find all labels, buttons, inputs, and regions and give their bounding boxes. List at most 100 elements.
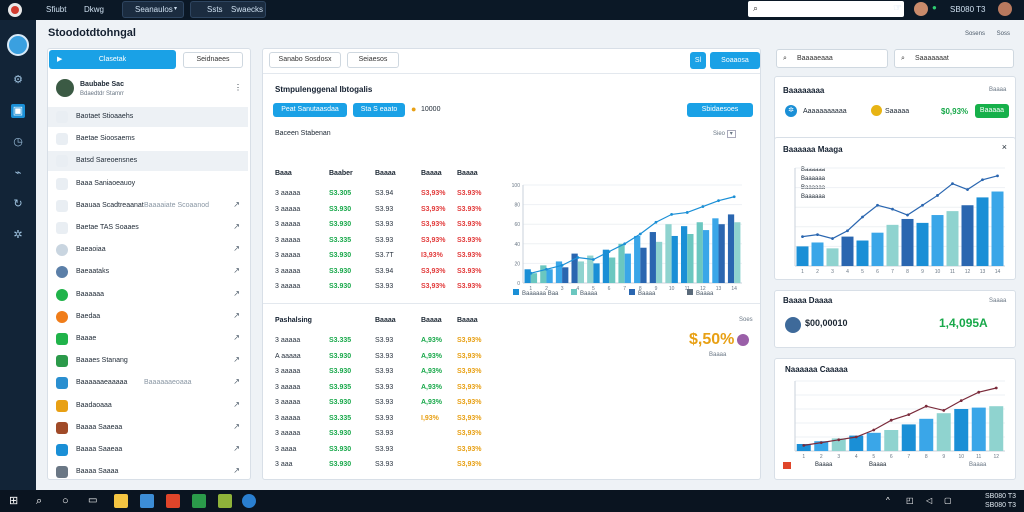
bar[interactable]: [826, 248, 839, 266]
bar[interactable]: [718, 224, 725, 283]
line-point[interactable]: [802, 444, 806, 447]
table-header-cell[interactable]: Baaber: [329, 170, 353, 177]
center-right-button[interactable]: Soaaosa: [710, 52, 760, 69]
table-header-cell[interactable]: Baaaa: [375, 170, 396, 177]
table-header-cell[interactable]: Baaaa: [457, 317, 478, 324]
start-icon[interactable]: ⊞: [9, 495, 19, 507]
bar[interactable]: [831, 438, 846, 451]
arrow-icon[interactable]: ↗: [233, 355, 240, 365]
menu-item-3[interactable]: Ssts: [207, 5, 223, 14]
summary-button[interactable]: Baaaaa: [975, 104, 1009, 118]
bar[interactable]: [618, 243, 625, 283]
bar[interactable]: [634, 235, 641, 283]
sidebar-secondary-button[interactable]: Seidnaees: [183, 52, 243, 68]
close-icon[interactable]: ×: [1001, 142, 1007, 152]
line-point[interactable]: [846, 229, 849, 233]
line-point[interactable]: [872, 428, 876, 432]
bar[interactable]: [602, 249, 610, 283]
bar[interactable]: [886, 224, 899, 266]
arrow-icon[interactable]: ↗: [233, 444, 240, 453]
center-icon-button[interactable]: Sl: [690, 52, 706, 69]
line-point[interactable]: [959, 399, 963, 402]
arrow-icon[interactable]: ↗: [233, 199, 240, 209]
bar[interactable]: [671, 235, 678, 283]
bar[interactable]: [976, 197, 989, 266]
bar[interactable]: [954, 409, 969, 451]
line-point[interactable]: [907, 413, 911, 416]
sidebar-item[interactable]: Baetae Sioosaems: [48, 129, 248, 149]
bar[interactable]: [727, 214, 735, 283]
file-explorer-icon[interactable]: [114, 494, 128, 508]
arrow-icon[interactable]: ↗: [233, 377, 240, 387]
line-point[interactable]: [889, 418, 893, 422]
sidebar-item[interactable]: Baadaoaaa ↗: [48, 396, 248, 416]
bar[interactable]: [665, 224, 672, 283]
line-point[interactable]: [891, 207, 894, 211]
bar[interactable]: [571, 253, 578, 283]
sidebar-item[interactable]: Baaae ↗: [48, 329, 248, 349]
bar[interactable]: [655, 241, 663, 283]
network-icon[interactable]: ◰: [906, 496, 914, 505]
bar[interactable]: [609, 257, 616, 283]
line-point[interactable]: [837, 438, 841, 442]
bar[interactable]: [866, 432, 881, 451]
sync-icon[interactable]: ↻: [13, 198, 23, 210]
sidebar-item[interactable]: Baaaaaaeaaaaa Baaaaaaeoaaa ↗: [48, 373, 248, 393]
user-avatar[interactable]: [56, 79, 74, 97]
app-icon-1[interactable]: [140, 494, 154, 508]
bar[interactable]: [624, 253, 631, 283]
bar[interactable]: [555, 261, 563, 283]
workspace-dropdown[interactable]: Seanaulos ▾: [122, 1, 184, 18]
line-point[interactable]: [977, 390, 981, 394]
rail-avatar[interactable]: [7, 34, 29, 56]
app-icon-2[interactable]: [166, 494, 180, 508]
arrow-icon[interactable]: ↗: [233, 288, 240, 298]
line-point[interactable]: [623, 242, 627, 246]
line-point[interactable]: [936, 194, 939, 197]
bar[interactable]: [871, 232, 884, 266]
nodes-icon[interactable]: ⚙: [13, 74, 23, 86]
bar[interactable]: [971, 407, 986, 451]
bar[interactable]: [936, 413, 951, 451]
sidebar-item[interactable]: Baaaa Saaeaa ↗: [48, 418, 248, 438]
chart-control[interactable]: Sieo ▾: [713, 130, 736, 138]
arrow-icon[interactable]: ↗: [233, 466, 240, 476]
bar[interactable]: [814, 441, 829, 451]
sidebar-item[interactable]: Baaa Saniaoeauoy: [48, 174, 248, 194]
browser-icon[interactable]: [242, 494, 256, 508]
menu-item-2[interactable]: Dkwg: [84, 5, 105, 14]
app-icon-4[interactable]: [218, 494, 232, 508]
bar[interactable]: [901, 218, 914, 266]
header-link-1[interactable]: Sosens: [964, 31, 985, 37]
line-point[interactable]: [906, 213, 909, 217]
more-icon[interactable]: ⋮: [234, 83, 242, 92]
line-point[interactable]: [576, 256, 580, 259]
line-point[interactable]: [876, 203, 879, 207]
secondary-menu[interactable]: Ssts Swaecks: [190, 1, 266, 18]
arrow-icon[interactable]: ↗: [233, 244, 240, 254]
bar[interactable]: [931, 215, 944, 266]
bar[interactable]: [884, 430, 899, 451]
clock-icon[interactable]: ◷: [13, 136, 23, 148]
arrow-icon[interactable]: ↗: [233, 222, 240, 231]
menu-item-4[interactable]: Swaecks: [231, 5, 264, 14]
battery-icon[interactable]: ▢: [944, 496, 952, 505]
bar[interactable]: [946, 211, 959, 266]
table-header-cell[interactable]: Baaaa: [457, 170, 478, 177]
sidebar-item[interactable]: Baaaes Stanang ↗: [48, 351, 248, 371]
chart-icon[interactable]: ⌁: [14, 167, 22, 179]
table-header-cell[interactable]: Baaaa: [421, 170, 442, 177]
bar[interactable]: [919, 418, 934, 451]
line-point[interactable]: [701, 205, 705, 208]
arrow-icon[interactable]: ↗: [233, 399, 240, 409]
bar[interactable]: [901, 424, 916, 451]
bar[interactable]: [640, 247, 647, 283]
volume-icon[interactable]: ◁: [926, 496, 933, 505]
action-button[interactable]: Sbidaesoes: [687, 103, 753, 117]
bar[interactable]: [546, 269, 553, 283]
search-icon[interactable]: ○: [62, 495, 69, 507]
line-point[interactable]: [591, 258, 595, 261]
bar[interactable]: [856, 240, 869, 266]
sidebar-item[interactable]: Baotaet Stioaaehs: [48, 107, 248, 127]
line-point[interactable]: [854, 435, 858, 439]
